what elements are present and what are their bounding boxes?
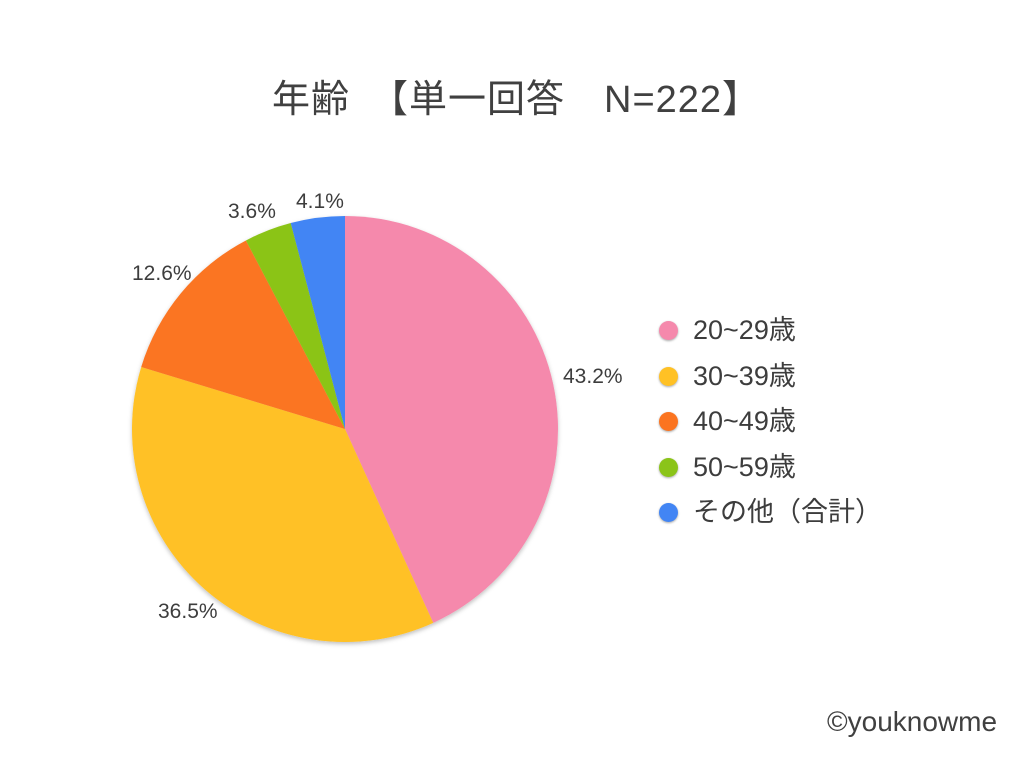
- svg-text:4.1%: 4.1%: [296, 190, 344, 213]
- svg-text:3.6%: 3.6%: [228, 200, 276, 223]
- svg-text:43.2%: 43.2%: [563, 365, 623, 388]
- svg-text:36.5%: 36.5%: [158, 600, 218, 623]
- svg-text:12.6%: 12.6%: [132, 262, 192, 285]
